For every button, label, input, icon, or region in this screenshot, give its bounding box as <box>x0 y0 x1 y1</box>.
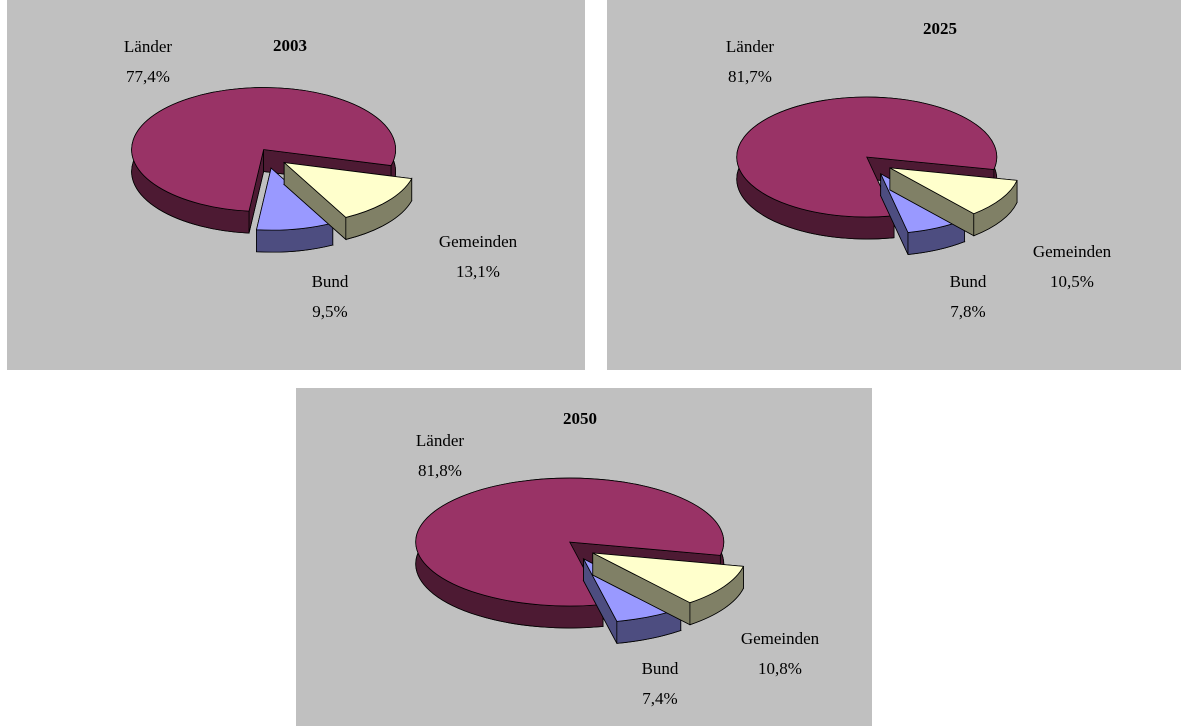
chart-title: 2050 <box>563 409 597 428</box>
slice-value: 81,7% <box>728 67 772 86</box>
slice <box>592 552 745 626</box>
slice-value: 7,8% <box>950 302 985 321</box>
slice-top <box>282 162 413 218</box>
slice-label: Bund <box>312 272 349 291</box>
slice-top <box>889 167 1018 215</box>
slice <box>415 477 725 629</box>
slice-value: 10,5% <box>1050 272 1094 291</box>
slice-label: Gemeinden <box>439 232 518 251</box>
slice-value: 13,1% <box>456 262 500 281</box>
slice-top <box>592 552 745 604</box>
slice <box>282 161 413 241</box>
pie-chart: 2025 Länder 81,7% Bund 7,8% Gemeinden 10,5% <box>607 0 1181 370</box>
slice-value: 7,4% <box>642 689 677 708</box>
slice-label: Gemeinden <box>1033 242 1112 261</box>
slice-value: 81,8% <box>418 461 462 480</box>
slice <box>131 87 396 234</box>
slice-value: 77,4% <box>126 67 170 86</box>
slice-top <box>131 87 396 212</box>
pie-chart: 2050 Länder 81,8% Bund 7,4% Gemeinden 10,8% <box>296 388 872 726</box>
chart-title: 2003 <box>273 36 307 55</box>
slice-value: 10,8% <box>758 659 802 678</box>
slice <box>255 167 334 253</box>
slice-label: Bund <box>950 272 987 291</box>
chart-title: 2025 <box>923 19 957 38</box>
slice-label: Gemeinden <box>741 629 820 648</box>
slice-value: 9,5% <box>312 302 347 321</box>
slice <box>889 167 1018 237</box>
slice-label: Länder <box>124 37 172 56</box>
pie-chart: 2003 Länder 77,4% Bund 9,5% Gemeinden 13,1% <box>7 0 585 370</box>
slice-label: Bund <box>642 659 679 678</box>
slice-label: Länder <box>416 431 464 450</box>
slice-label: Länder <box>726 37 774 56</box>
slice-top <box>415 477 725 607</box>
slice-top <box>736 96 998 218</box>
